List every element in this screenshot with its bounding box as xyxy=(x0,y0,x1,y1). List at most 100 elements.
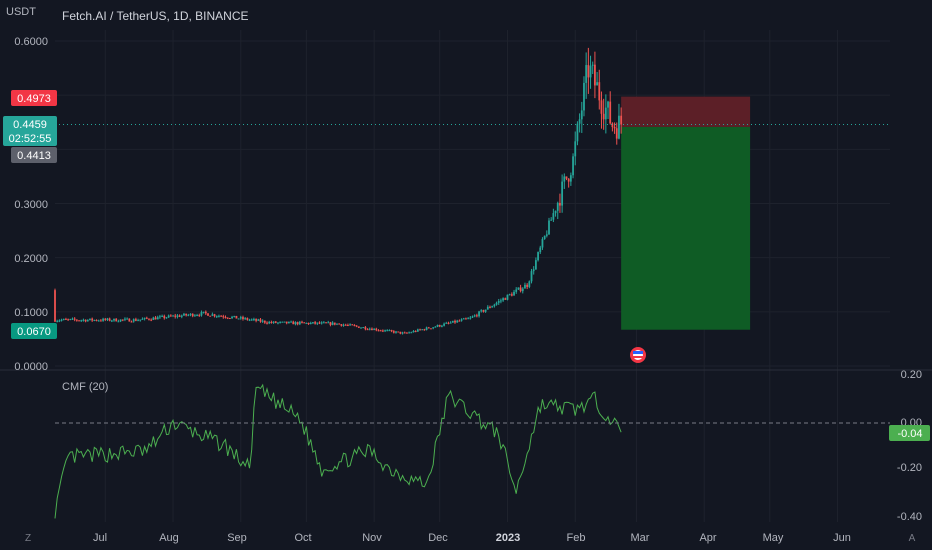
candle xyxy=(56,319,59,323)
candle xyxy=(620,107,623,134)
candle xyxy=(93,319,96,322)
candle xyxy=(447,321,450,325)
candle xyxy=(484,309,487,313)
candle xyxy=(242,315,244,321)
candle xyxy=(145,316,148,320)
time-axis[interactable]: Jul Aug Sep Oct Nov Dec 2023 Feb Mar Apr… xyxy=(93,532,851,544)
candle xyxy=(263,320,266,324)
candle xyxy=(598,69,601,110)
candle xyxy=(403,331,406,334)
auto-scale-icon[interactable]: A xyxy=(909,533,916,544)
candle xyxy=(482,309,485,313)
candle xyxy=(475,313,478,318)
candle xyxy=(353,324,356,327)
candle xyxy=(399,331,402,335)
candle xyxy=(246,317,249,321)
candle xyxy=(445,321,448,324)
candle xyxy=(224,315,227,319)
economic-event-marker[interactable] xyxy=(630,347,646,363)
candle xyxy=(368,327,371,331)
time-label-jul: Jul xyxy=(93,532,107,544)
cmf-value-badge xyxy=(889,425,930,441)
candle xyxy=(591,61,594,75)
candle xyxy=(543,235,546,240)
time-label-aug: Aug xyxy=(159,532,179,544)
candle xyxy=(548,217,550,235)
candle xyxy=(357,326,360,329)
candle xyxy=(191,313,194,318)
candle xyxy=(340,323,343,327)
candle xyxy=(156,315,159,320)
candle xyxy=(283,321,286,323)
candle xyxy=(504,297,507,300)
candle xyxy=(71,317,74,321)
candle xyxy=(176,313,179,319)
candle xyxy=(130,320,133,323)
candle xyxy=(287,321,290,324)
candle xyxy=(100,319,102,322)
candle xyxy=(290,320,292,323)
candle xyxy=(159,314,161,319)
time-label-sep: Sep xyxy=(227,532,247,544)
candle xyxy=(281,321,284,323)
candle xyxy=(425,326,428,331)
candle xyxy=(506,294,509,301)
candle xyxy=(266,321,268,325)
candle xyxy=(82,318,85,322)
last-price-badge xyxy=(3,116,57,146)
candle xyxy=(454,319,456,324)
candle xyxy=(67,318,70,321)
candle xyxy=(261,319,264,323)
candle xyxy=(239,315,242,320)
candle xyxy=(545,230,548,238)
price-tick-0100: 0.1000 xyxy=(14,307,48,319)
candle xyxy=(117,319,120,323)
candle xyxy=(578,113,581,133)
candle xyxy=(406,332,408,334)
candle xyxy=(222,314,225,319)
candle xyxy=(443,322,445,327)
bar-countdown-label: 02:52:55 xyxy=(9,133,52,145)
price-axis[interactable]: 0.6000 0.3000 0.2000 0.1000 0.0000 0.497… xyxy=(3,36,57,373)
price-candles[interactable] xyxy=(54,47,623,335)
short-position-tool[interactable] xyxy=(621,96,751,330)
candle xyxy=(491,305,494,308)
candle xyxy=(301,320,303,324)
candle xyxy=(218,314,220,318)
candle xyxy=(121,319,124,322)
symbol-title[interactable]: Fetch.AI / TetherUS, 1D, BINANCE xyxy=(62,9,249,23)
candle xyxy=(513,289,515,296)
candle xyxy=(489,305,491,309)
candle xyxy=(465,317,467,320)
candle xyxy=(589,55,592,89)
cmf-value-label: -0.04 xyxy=(897,428,922,440)
candle xyxy=(211,312,214,317)
candle xyxy=(567,178,570,188)
cmf-tick-m020: -0.20 xyxy=(897,462,922,474)
candle xyxy=(410,331,413,334)
candle xyxy=(119,319,122,323)
candle xyxy=(237,318,240,320)
candle xyxy=(327,320,330,324)
candle xyxy=(493,303,496,308)
candle xyxy=(231,315,233,319)
candle xyxy=(95,319,98,322)
candle xyxy=(419,328,421,331)
price-unit-label: USDT xyxy=(6,6,36,18)
candle xyxy=(486,305,489,310)
candle xyxy=(325,322,327,324)
candle xyxy=(392,330,395,334)
cmf-label[interactable]: CMF (20) xyxy=(62,381,108,393)
candle xyxy=(351,324,354,326)
price-tick-0600: 0.6000 xyxy=(14,36,48,48)
candle xyxy=(390,329,393,333)
candle xyxy=(607,100,609,120)
candle xyxy=(134,317,137,322)
candle xyxy=(519,284,522,293)
candle xyxy=(600,91,603,129)
candle xyxy=(279,321,282,324)
zoom-icon[interactable]: Z xyxy=(25,533,31,544)
candle xyxy=(331,321,334,326)
cmf-axis[interactable]: 0.20 0.00 -0.20 -0.40 -0.04 xyxy=(889,369,930,523)
